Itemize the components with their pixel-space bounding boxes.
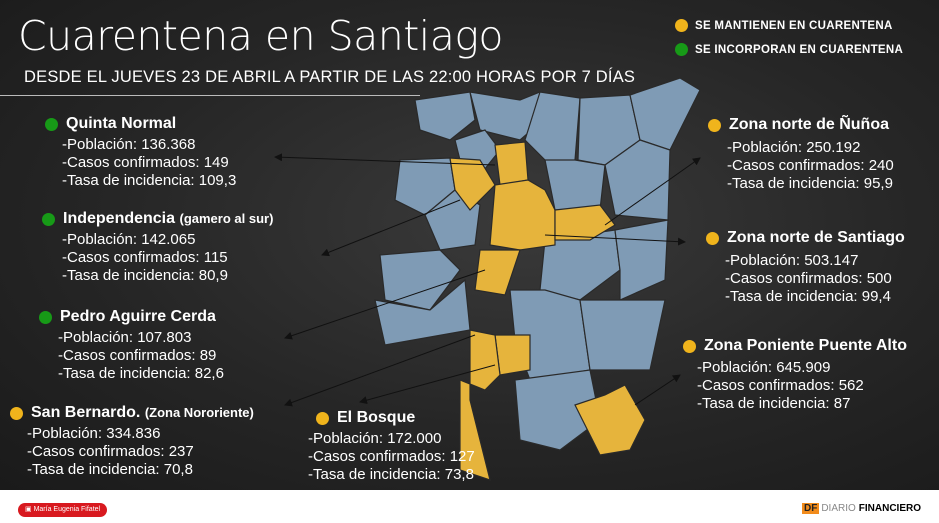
commune-area <box>514 369 601 451</box>
zone-independencia: Independencia (gamero al sur) -Población… <box>42 210 273 285</box>
zone-cases: -Casos confirmados: 127 <box>308 448 475 465</box>
zone-rate: -Tasa de incidencia: 80,9 <box>62 267 228 284</box>
zone-name: Zona norte de Santiago <box>727 229 905 246</box>
subtitle: DESDE EL JUEVES 23 DE ABRIL A PARTIR DE … <box>24 68 636 86</box>
zone-name: El Bosque <box>337 409 416 426</box>
zone-population: -Población: 334.836 <box>27 425 161 442</box>
commune-area <box>604 139 671 221</box>
legend-label: SE MANTIENEN EN CUARENTENA <box>695 19 893 32</box>
zone-rate: -Tasa de incidencia: 95,9 <box>727 175 893 192</box>
green-dot-icon <box>45 117 58 131</box>
yellow-dot-icon <box>706 231 719 245</box>
author-name: María Eugenia Fifatel <box>33 506 101 513</box>
commune-area <box>374 278 471 346</box>
zone-population: -Población: 503.147 <box>725 252 859 269</box>
zone-norte-santiago: Zona norte de Santiago -Población: 503.1… <box>706 229 905 306</box>
zone-name: Quinta Normal <box>66 115 177 132</box>
commune-area <box>629 77 701 151</box>
zone-population: -Población: 645.909 <box>697 359 831 376</box>
zone-cases: -Casos confirmados: 500 <box>725 270 892 287</box>
zone-population: -Población: 142.065 <box>62 231 196 248</box>
green-dot-icon <box>675 43 688 56</box>
quarantine-area-san-bernardo <box>459 329 501 481</box>
commune-area <box>379 249 461 311</box>
quarantine-area-puente-alto <box>574 384 646 456</box>
zone-rate: -Tasa de incidencia: 70,8 <box>27 461 193 478</box>
arrow-puente-alto <box>634 374 681 406</box>
map-infographic: Cuarentena en Santiago DESDE EL JUEVES 2… <box>0 0 939 490</box>
brand-logo: DF DIARIO FINANCIERO <box>801 503 921 514</box>
zone-el-bosque: El Bosque -Población: 172.000 -Casos conf… <box>308 409 475 484</box>
yellow-dot-icon <box>675 19 688 32</box>
quarantine-area-pac <box>474 249 521 296</box>
zone-cases: -Casos confirmados: 562 <box>697 377 864 394</box>
arrow-san-bernardo <box>284 334 476 407</box>
divider <box>0 95 420 96</box>
zone-norte-nunoa: Zona norte de Ñuñoa -Población: 250.192-… <box>708 116 894 193</box>
zone-name: San Bernardo. <box>31 404 141 421</box>
green-dot-icon <box>42 212 55 226</box>
legend-item-mantienen: SE MANTIENEN EN CUARENTENA <box>675 19 893 32</box>
zone-name: Independencia <box>63 210 176 227</box>
zone-population: -Población: 136.368 <box>62 136 196 153</box>
legend-label: SE INCORPORAN EN CUARENTENA <box>695 43 904 56</box>
zone-poniente-puente-alto: Zona Poniente Puente Alto -Población: 64… <box>683 337 907 413</box>
commune-area <box>614 219 669 301</box>
zone-note: (Zona Nororiente) <box>144 405 254 420</box>
zone-rate: -Tasa de incidencia: 99,4 <box>725 288 891 305</box>
zone-rate: -Tasa de incidencia: 73,8 <box>308 466 474 483</box>
zone-cases: -Casos confirmados: 89 <box>58 347 217 364</box>
author-icon: ▣ <box>25 506 34 513</box>
commune-area <box>414 91 476 141</box>
quarantine-area-el-bosque <box>494 334 531 376</box>
pointer-arrows <box>274 153 701 407</box>
brand-financiero: FINANCIERO <box>858 503 921 514</box>
zone-quinta-normal: Quinta Normal -Población: 136.368 -Casos … <box>45 115 236 190</box>
zone-name: Zona norte de Ñuñoa <box>729 116 889 133</box>
zone-cases: -Casos confirmados: 237 <box>27 443 194 460</box>
arrow-nunoa <box>604 157 701 226</box>
zone-cases: -Casos confirmados: 149 <box>62 154 229 171</box>
zone-san-bernardo: San Bernardo. (Zona Nororiente) -Poblaci… <box>10 404 254 479</box>
yellow-dot-icon <box>683 339 696 353</box>
arrow-pac <box>284 269 486 340</box>
arrow-quinta-normal <box>274 153 496 166</box>
zone-note: (gamero al sur) <box>179 211 274 226</box>
santiago-map <box>274 77 701 481</box>
arrow-santiago <box>544 234 686 246</box>
legend-item-incorporan: SE INCORPORAN EN CUARENTENA <box>675 43 903 56</box>
footer <box>0 490 939 523</box>
author-badge[interactable]: ▣ María Eugenia Fifatel <box>18 503 108 517</box>
yellow-dot-icon <box>316 411 329 425</box>
commune-area <box>579 299 666 371</box>
arrow-el-bosque <box>359 364 496 405</box>
zone-cases: -Casos confirmados: 240 <box>727 157 894 174</box>
brand-diario: DIARIO <box>821 503 856 514</box>
zone-name: Pedro Aguirre Cerda <box>60 308 216 325</box>
commune-area <box>544 159 606 211</box>
arrow-independencia <box>321 199 461 257</box>
zone-pedro-aguirre-cerda: Pedro Aguirre Cerda -Población: 107.803-… <box>39 308 224 383</box>
zone-population: -Población: 107.803 <box>58 329 192 346</box>
zone-population: -Población: 250.192 <box>727 139 861 156</box>
quarantine-area-quinta-normal <box>449 157 496 211</box>
zone-rate: -Tasa de incidencia: 82,6 <box>58 365 224 382</box>
yellow-dot-icon <box>708 118 721 132</box>
zone-rate: -Tasa de incidencia: 87 <box>697 395 851 412</box>
quarantine-area-santiago <box>489 179 556 251</box>
zone-name: Zona Poniente Puente Alto <box>704 337 907 354</box>
page-title: Cuarentena en Santiago <box>18 12 504 60</box>
zone-cases: -Casos confirmados: 115 <box>62 249 228 266</box>
quarantine-area-independencia <box>494 141 529 186</box>
zone-rate: -Tasa de incidencia: 109,3 <box>62 172 237 189</box>
yellow-dot-icon <box>10 406 23 420</box>
green-dot-icon <box>39 310 52 324</box>
brand-df: DF <box>801 503 820 514</box>
zone-population: -Población: 172.000 <box>308 430 442 447</box>
